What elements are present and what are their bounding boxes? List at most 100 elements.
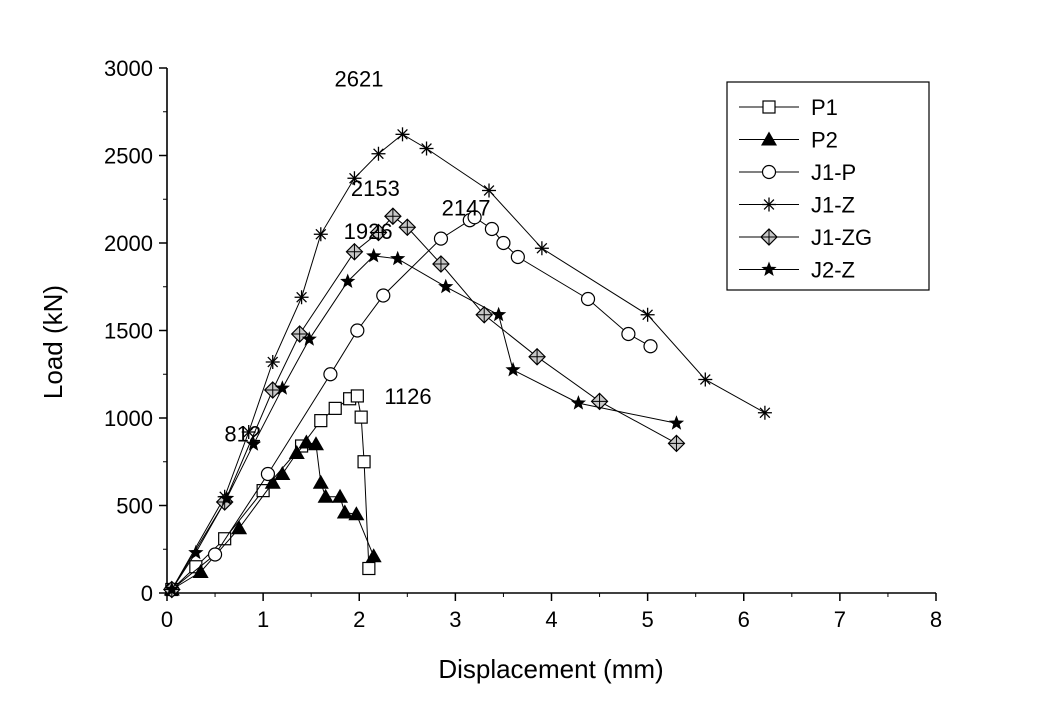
legend-marker	[761, 131, 777, 146]
legend-box	[726, 81, 930, 291]
peak-annotations: 2621 2153 2147 1926 1126 812	[224, 66, 490, 446]
data-series	[162, 127, 772, 599]
data-point	[433, 231, 449, 246]
peak-label: 1126	[384, 384, 431, 409]
legend-item: J1-ZG	[739, 225, 872, 250]
data-point	[332, 488, 349, 503]
y-tick-label: 3000	[104, 56, 153, 81]
x-tick-label: 7	[834, 607, 846, 632]
data-point	[317, 488, 334, 503]
data-point	[260, 466, 276, 482]
data-point	[395, 127, 410, 142]
data-point	[350, 323, 365, 338]
data-point	[301, 331, 317, 346]
data-point	[580, 291, 596, 307]
series-p2	[163, 434, 382, 596]
data-point	[362, 561, 376, 576]
data-point	[328, 401, 342, 415]
data-point	[345, 242, 364, 261]
data-point	[482, 183, 497, 198]
x-tick-label: 1	[257, 607, 269, 632]
series-j1-p	[164, 210, 658, 597]
x-tick-label: 4	[545, 607, 557, 632]
x-tick-label: 6	[738, 607, 750, 632]
data-point	[218, 490, 235, 505]
legend-label: P2	[811, 128, 838, 153]
data-point	[505, 361, 521, 377]
data-point	[207, 547, 223, 562]
data-point	[398, 218, 417, 237]
data-point	[323, 367, 338, 382]
data-point	[384, 207, 402, 226]
legend-item: P2	[739, 128, 838, 153]
data-point	[371, 146, 386, 161]
peak-label: 2621	[335, 66, 384, 91]
data-point	[274, 466, 291, 480]
x-tick-label: 0	[161, 607, 173, 632]
data-point	[510, 249, 525, 265]
data-point	[274, 380, 290, 395]
y-axis-title: Load (kN)	[38, 285, 68, 399]
data-point	[312, 474, 329, 489]
peak-label: 2153	[351, 176, 400, 201]
data-point	[534, 241, 549, 256]
series-j2-z	[164, 247, 685, 596]
legend-marker	[762, 197, 776, 212]
legend-label: P1	[811, 95, 838, 120]
data-point	[570, 395, 587, 410]
y-tick-label: 1000	[104, 406, 153, 431]
data-point	[496, 235, 511, 251]
data-point	[698, 372, 713, 387]
data-point	[298, 434, 315, 449]
data-point	[667, 434, 686, 453]
legend-label: J1-P	[811, 160, 856, 185]
data-point	[365, 548, 382, 563]
data-point	[357, 455, 371, 469]
data-point	[390, 250, 406, 266]
legend-marker	[762, 100, 776, 114]
data-point	[314, 414, 328, 428]
data-point	[643, 339, 658, 354]
series-p1	[165, 389, 376, 597]
peak-label: 1926	[344, 219, 393, 244]
series-line-j2-z	[171, 255, 677, 590]
data-point	[467, 210, 482, 225]
y-tick-label: 1500	[104, 319, 153, 344]
x-axis-title: Displacement (mm)	[438, 654, 663, 684]
data-point	[265, 355, 280, 369]
x-tick-label: 5	[642, 607, 654, 632]
data-point	[347, 171, 362, 186]
y-tick-label: 2500	[104, 144, 153, 169]
x-axis-ticks: 0 1 2 3 4 5 6 7 8	[161, 593, 942, 632]
legend-label: J1-Z	[811, 193, 855, 218]
data-point	[528, 347, 546, 366]
data-point	[192, 564, 209, 578]
legend-marker	[760, 228, 778, 246]
data-point	[336, 504, 353, 519]
legend-label: J1-ZG	[811, 225, 872, 250]
data-point	[340, 273, 356, 288]
legend-marker	[761, 261, 777, 276]
data-point	[354, 410, 368, 424]
data-point	[640, 307, 655, 322]
legend-item: P1	[739, 95, 838, 120]
data-point	[438, 278, 454, 294]
data-point	[668, 415, 685, 430]
data-point	[369, 223, 388, 242]
y-tick-label: 2000	[104, 231, 153, 256]
legend-label: J2-Z	[811, 258, 855, 283]
data-point	[245, 436, 262, 451]
y-axis-ticks: 0 500 1000 1500 2000 2500 3000	[104, 56, 167, 606]
data-point	[376, 288, 391, 303]
y-tick-label: 500	[116, 494, 153, 519]
legend-item: J1-Z	[739, 193, 855, 218]
data-point	[288, 445, 305, 459]
data-point	[231, 520, 248, 535]
data-point	[757, 405, 772, 420]
data-point	[188, 544, 204, 560]
legend-item: J2-Z	[739, 258, 855, 283]
data-point	[590, 392, 609, 411]
data-point	[419, 141, 434, 156]
x-tick-label: 2	[353, 607, 365, 632]
